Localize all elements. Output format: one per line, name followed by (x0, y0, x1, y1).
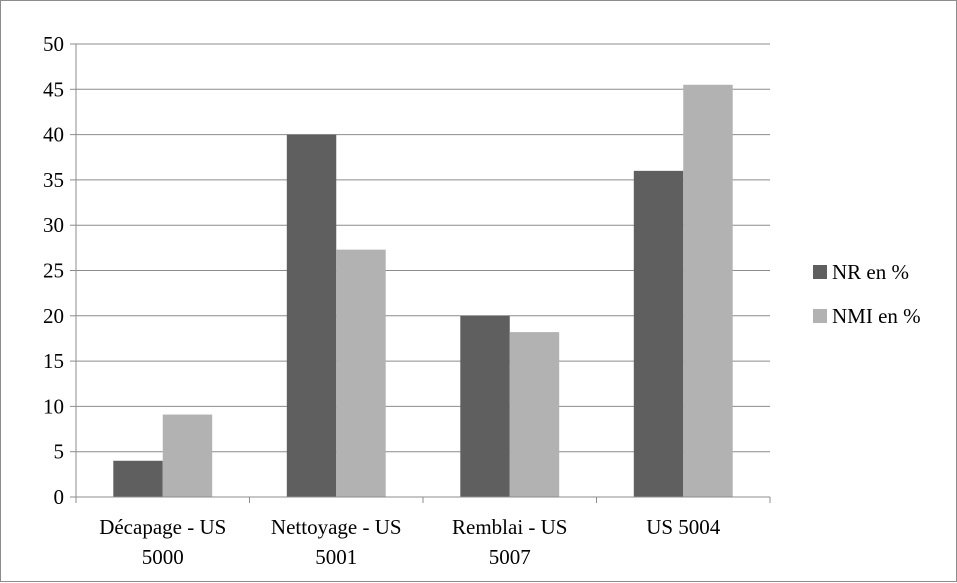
bar-nmi (509, 332, 560, 497)
x-category-label: Remblai - US (452, 515, 568, 539)
legend-label: NMI en % (832, 304, 921, 328)
bar-nmi (683, 84, 733, 498)
y-tick-label: 20 (43, 304, 64, 328)
x-category-label: Nettoyage - US (271, 515, 402, 539)
y-tick-label: 0 (54, 485, 65, 509)
bars (113, 84, 733, 498)
bar-nr (633, 170, 684, 497)
y-tick-label: 25 (43, 259, 64, 283)
y-tick-label: 50 (43, 32, 64, 56)
y-tick-label: 45 (43, 77, 64, 101)
bar-nr (113, 460, 163, 497)
legend-swatch (813, 265, 827, 279)
bar-nmi (162, 414, 213, 497)
x-category-label: 5007 (489, 545, 531, 569)
x-category-label: 5000 (142, 545, 184, 569)
bar-nmi (336, 249, 386, 497)
y-tick-label: 30 (43, 213, 64, 237)
y-tick-label: 15 (43, 349, 64, 373)
x-category-label: US 5004 (646, 515, 721, 539)
legend: NR en % NMI en % (813, 260, 921, 328)
legend-label: NR en % (832, 260, 909, 284)
x-category-label: Décapage - US (99, 515, 226, 539)
axes (70, 43, 771, 503)
y-tick-label: 35 (43, 168, 64, 192)
y-tick-label: 10 (43, 394, 64, 418)
y-axis-tick-labels: 0 5 10 15 20 25 30 35 40 45 50 (43, 32, 64, 509)
gridlines (76, 43, 770, 453)
bar-nr (286, 134, 337, 497)
bar-nr (460, 315, 510, 497)
legend-swatch (813, 309, 827, 323)
y-tick-label: 40 (43, 123, 64, 147)
x-axis-category-labels: Décapage - US 5000 Nettoyage - US 5001 Rembl… (99, 515, 721, 569)
x-category-label: 5001 (315, 545, 357, 569)
y-tick-label: 5 (54, 440, 65, 464)
